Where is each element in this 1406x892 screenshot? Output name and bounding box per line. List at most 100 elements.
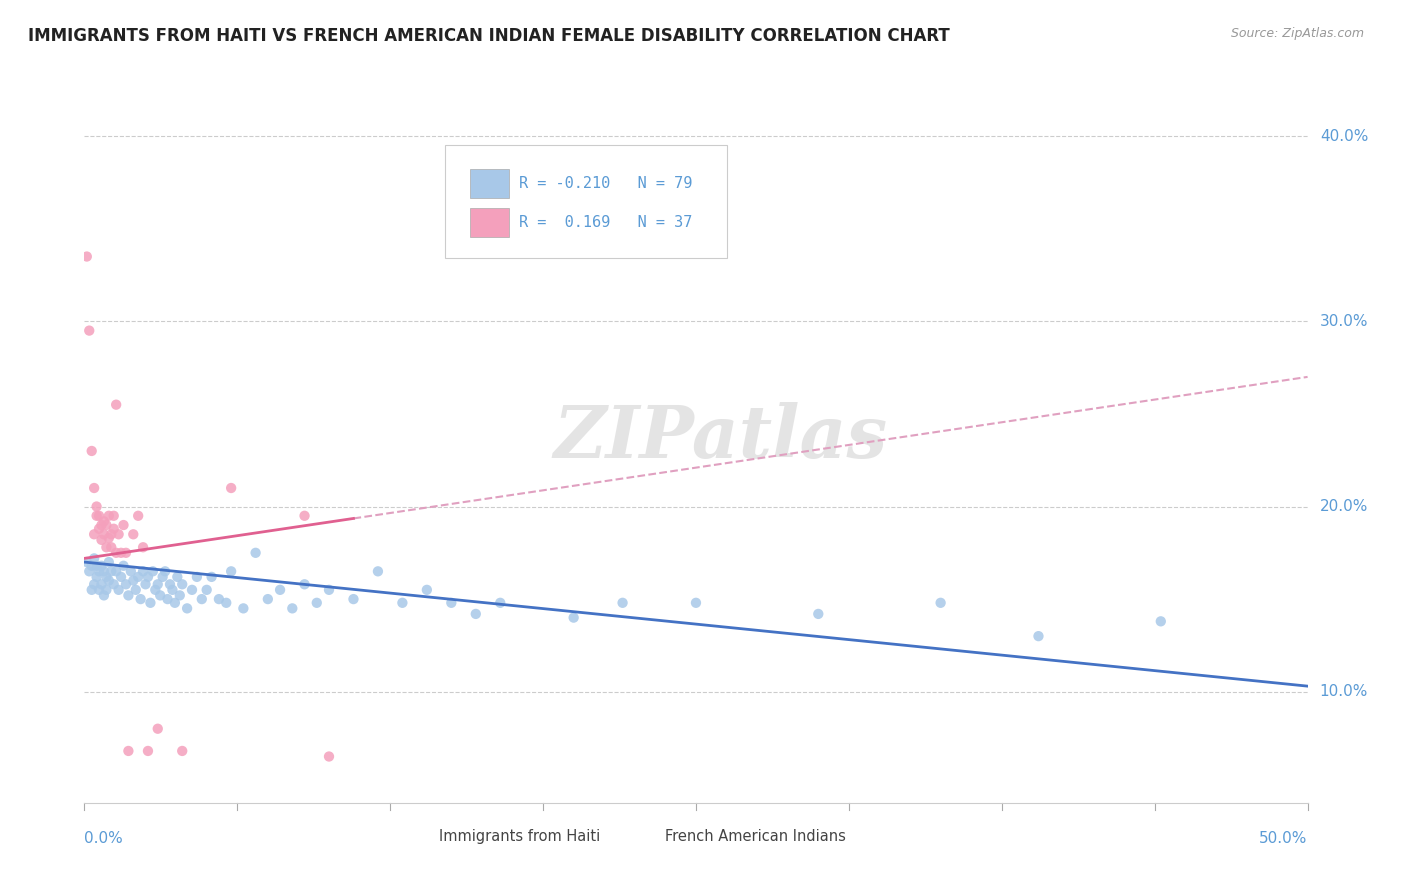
Point [159,577,181,591]
FancyBboxPatch shape [470,169,509,198]
Point [1028,629,1050,643]
Point [612,596,634,610]
Point [367,565,389,579]
Text: R = -0.210   N = 79: R = -0.210 N = 79 [519,176,692,191]
Point [120,565,142,579]
Point [464,607,486,621]
Point [489,596,512,610]
Point [80,558,103,573]
Text: R =  0.169   N = 37: R = 0.169 N = 37 [519,215,692,230]
Point [142,565,165,579]
Point [87,582,110,597]
Point [115,546,138,560]
Point [257,592,280,607]
Point [100,527,122,541]
Point [105,398,128,412]
Text: ZIPatlas: ZIPatlas [554,401,887,473]
Point [86,570,108,584]
Point [110,570,132,584]
Point [97,574,120,588]
Point [93,514,115,528]
Point [143,582,166,597]
Point [191,592,214,607]
Point [112,558,135,573]
Point [139,596,162,610]
Point [146,722,169,736]
Point [83,551,105,566]
Text: 40.0%: 40.0% [1320,128,1368,144]
Point [83,481,105,495]
Point [176,601,198,615]
Point [169,588,191,602]
Point [149,588,172,602]
Point [156,592,179,607]
Point [112,518,135,533]
FancyBboxPatch shape [470,208,509,237]
Text: 30.0%: 30.0% [1320,314,1368,329]
Point [219,481,242,495]
Point [132,541,155,555]
Point [97,555,120,569]
Point [76,555,98,569]
Point [105,546,128,560]
Point [232,601,254,615]
Point [96,582,118,597]
FancyBboxPatch shape [636,829,662,845]
Point [1150,615,1173,629]
Point [146,577,169,591]
Point [440,596,463,610]
Point [807,607,830,621]
FancyBboxPatch shape [409,829,436,845]
Text: 20.0%: 20.0% [1320,499,1368,514]
Text: 50.0%: 50.0% [1260,830,1308,846]
Point [90,518,112,533]
Point [86,558,108,573]
Point [391,596,413,610]
Point [87,522,110,536]
Point [96,541,118,555]
Point [100,541,122,555]
Point [245,546,267,560]
Point [127,508,149,523]
Point [318,582,340,597]
Point [83,527,105,541]
Point [117,588,139,602]
Point [929,596,952,610]
Point [215,596,238,610]
Point [107,527,129,541]
Point [129,592,152,607]
Point [122,527,145,541]
Point [136,744,159,758]
Text: French American Indians: French American Indians [665,829,846,844]
Point [117,744,139,758]
Point [107,582,129,597]
Point [181,582,204,597]
Point [86,500,108,514]
Point [93,527,115,541]
Point [77,324,100,338]
Point [125,582,148,597]
FancyBboxPatch shape [446,145,727,258]
Point [115,577,138,591]
Point [163,596,186,610]
Point [80,444,103,458]
Point [77,565,100,579]
Point [127,570,149,584]
Point [90,558,112,573]
Point [103,577,125,591]
Point [90,533,112,547]
Point [132,565,155,579]
Text: 0.0%: 0.0% [84,830,124,846]
Point [172,744,194,758]
Point [166,570,188,584]
Point [685,596,707,610]
Point [219,565,242,579]
Point [103,508,125,523]
Point [87,508,110,523]
Point [87,565,110,579]
Point [86,508,108,523]
Text: 10.0%: 10.0% [1320,684,1368,699]
Point [90,577,112,591]
Point [416,582,439,597]
Point [76,250,98,264]
